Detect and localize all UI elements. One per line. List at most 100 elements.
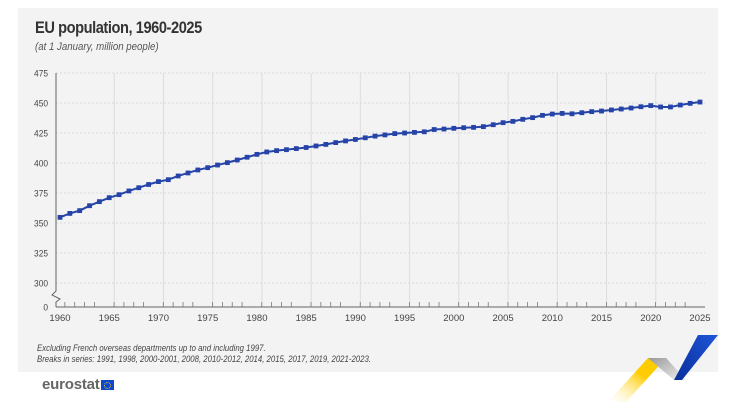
- note-line-1: Excluding French overseas departments up…: [37, 343, 266, 354]
- x-tick-label: 2025: [689, 313, 710, 324]
- data-point-2001: [461, 125, 467, 131]
- data-point-2015: [599, 108, 604, 114]
- ribbon-blue: [674, 335, 718, 380]
- x-tick-label: 1960: [49, 313, 70, 324]
- data-point-1971: [165, 177, 171, 183]
- data-point-1999: [441, 126, 447, 132]
- data-point-1997: [421, 129, 427, 135]
- data-point-1981: [264, 149, 270, 155]
- data-point-1990: [352, 137, 358, 142]
- data-point-1984: [293, 146, 299, 151]
- y-tick-label: 325: [34, 248, 48, 259]
- x-tick-label: 1980: [246, 313, 267, 324]
- y-tick-label: 0: [43, 302, 48, 313]
- y-tick-label: 425: [34, 128, 48, 139]
- data-point-2008: [530, 115, 536, 121]
- data-point-2016: [608, 107, 614, 113]
- data-point-1979: [244, 154, 250, 160]
- data-point-2005: [500, 120, 506, 126]
- data-point-1985: [303, 145, 309, 150]
- decorative-ribbon-icon: [608, 335, 718, 402]
- logo-text: eurostat: [42, 376, 100, 393]
- data-point-2011: [559, 111, 565, 116]
- data-point-2014: [589, 109, 595, 115]
- data-point-2003: [480, 124, 486, 130]
- data-point-1994: [392, 131, 398, 136]
- eurostat-logo: eurostat: [42, 376, 114, 393]
- data-point-2006: [510, 118, 516, 124]
- data-point-1986: [313, 143, 319, 149]
- chart-title: EU population, 1960-2025: [35, 18, 202, 37]
- data-point-2004: [490, 122, 496, 128]
- data-point-1972: [175, 173, 181, 179]
- data-point-2000: [451, 125, 457, 131]
- data-point-1976: [215, 162, 220, 168]
- data-point-2018: [628, 105, 634, 111]
- data-point-2017: [618, 106, 624, 112]
- x-tick-label: 1970: [148, 313, 169, 324]
- y-tick-label: 400: [34, 158, 48, 169]
- data-point-1977: [224, 160, 230, 166]
- data-point-2019: [638, 104, 644, 110]
- data-point-1961: [67, 211, 73, 216]
- chart-notes: Excluding French overseas departments up…: [37, 343, 371, 365]
- data-point-1968: [136, 185, 142, 191]
- data-point-2020: [648, 103, 654, 109]
- y-tick-label: 300: [34, 278, 48, 289]
- data-point-1989: [343, 138, 348, 144]
- ribbon-gray: [648, 358, 686, 380]
- data-point-1987: [323, 142, 329, 147]
- y-axis-ticks: 0 300 325 350 375 400 425 450 475: [34, 68, 48, 313]
- data-point-1974: [195, 167, 201, 173]
- data-point-1970: [156, 179, 161, 184]
- x-tick-label: 2005: [493, 313, 514, 324]
- data-point-2012: [569, 111, 575, 117]
- data-point-2013: [579, 110, 585, 116]
- x-tick-label: 2000: [443, 313, 464, 324]
- x-tick-label: 1990: [345, 313, 366, 324]
- data-point-1996: [412, 130, 417, 135]
- data-point-1963: [87, 203, 92, 209]
- data-point-2007: [520, 116, 526, 122]
- data-point-2009: [540, 112, 545, 118]
- data-point-1973: [185, 170, 191, 176]
- data-point-1998: [431, 127, 437, 132]
- data-point-2022: [668, 104, 673, 110]
- data-point-2021: [658, 104, 664, 110]
- data-point-1960: [57, 214, 63, 220]
- x-tick-label: 2020: [640, 313, 661, 324]
- data-point-1993: [382, 132, 388, 138]
- x-axis-ticks: 1960 1965 1970 1975 1980 1985 1990 1995 2000 2005…: [49, 302, 711, 324]
- data-point-1988: [333, 140, 339, 145]
- x-tick-label: 1985: [296, 313, 317, 324]
- y-tick-label: 375: [34, 188, 48, 199]
- axes: [51, 73, 705, 308]
- eu-flag-icon: [100, 379, 114, 390]
- series-line: [59, 101, 701, 219]
- data-point-2023: [677, 102, 683, 108]
- x-tick-label: 1975: [197, 313, 218, 324]
- data-point-1965: [106, 195, 112, 201]
- data-point-1978: [234, 157, 240, 163]
- y-tick-label: 450: [34, 98, 48, 109]
- data-point-1975: [205, 165, 211, 171]
- note-line-2: Breaks in series: 1991, 1998, 2000-2001,…: [37, 354, 371, 365]
- y-axis-line: [51, 73, 61, 307]
- data-series: [57, 99, 703, 220]
- data-point-1992: [372, 133, 378, 139]
- data-point-1991: [362, 135, 368, 141]
- x-tick-label: 1965: [99, 313, 120, 324]
- grid-lines: [56, 72, 705, 307]
- data-point-1983: [284, 147, 289, 153]
- data-point-1964: [96, 199, 102, 205]
- data-point-1969: [146, 182, 152, 187]
- data-point-2025: [697, 99, 703, 105]
- data-point-1962: [77, 208, 83, 214]
- ribbon-yellow: [608, 358, 666, 402]
- x-tick-label: 1995: [394, 313, 415, 324]
- y-tick-label: 350: [34, 218, 48, 229]
- data-point-2010: [549, 111, 555, 117]
- data-point-1966: [116, 192, 122, 198]
- data-point-2024: [687, 100, 693, 106]
